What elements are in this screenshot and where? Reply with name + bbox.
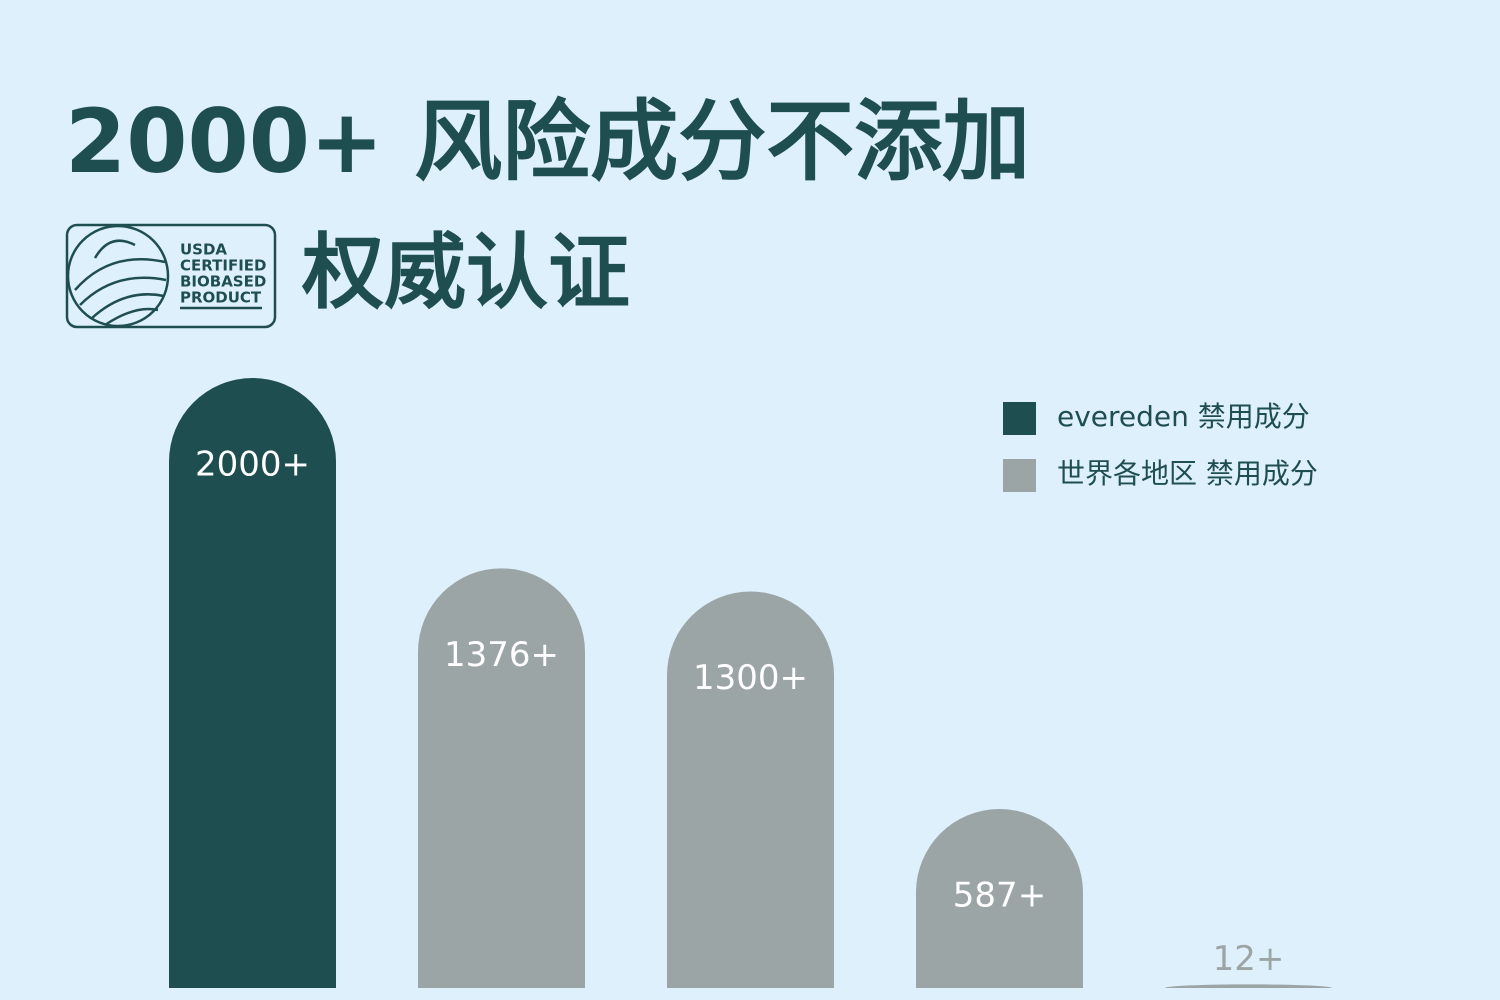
logo-line: CERTIFIED xyxy=(180,257,266,275)
logo-line: BIOBASED xyxy=(180,273,266,291)
legend-swatch xyxy=(1003,459,1036,492)
chart-title: 2000+ 风险成分不添加 xyxy=(65,90,1030,193)
legend-swatch xyxy=(1003,402,1036,435)
logo-text: USDA CERTIFIED BIOBASED PRODUCT xyxy=(180,241,266,307)
value-label: 1376+ xyxy=(444,635,559,675)
logo-circle xyxy=(66,224,170,328)
logo-line: USDA xyxy=(180,241,227,259)
bar xyxy=(667,591,834,988)
value-label: 587+ xyxy=(953,875,1046,915)
legend-label: 世界各地区 禁用成分 xyxy=(1057,457,1318,490)
chart-subtitle: 权威认证 xyxy=(301,225,630,320)
bar xyxy=(418,568,585,988)
value-label: 2000+ xyxy=(195,445,310,485)
bar xyxy=(916,808,1083,988)
value-label: 1300+ xyxy=(693,658,808,698)
legend-label: evereden 禁用成分 xyxy=(1057,400,1310,433)
logo-field xyxy=(74,239,167,327)
bar xyxy=(169,378,336,989)
value-label: 12+ xyxy=(1213,939,1285,979)
bar xyxy=(1165,984,1332,988)
logo-line: PRODUCT xyxy=(180,289,262,307)
usda-logo xyxy=(65,223,277,329)
